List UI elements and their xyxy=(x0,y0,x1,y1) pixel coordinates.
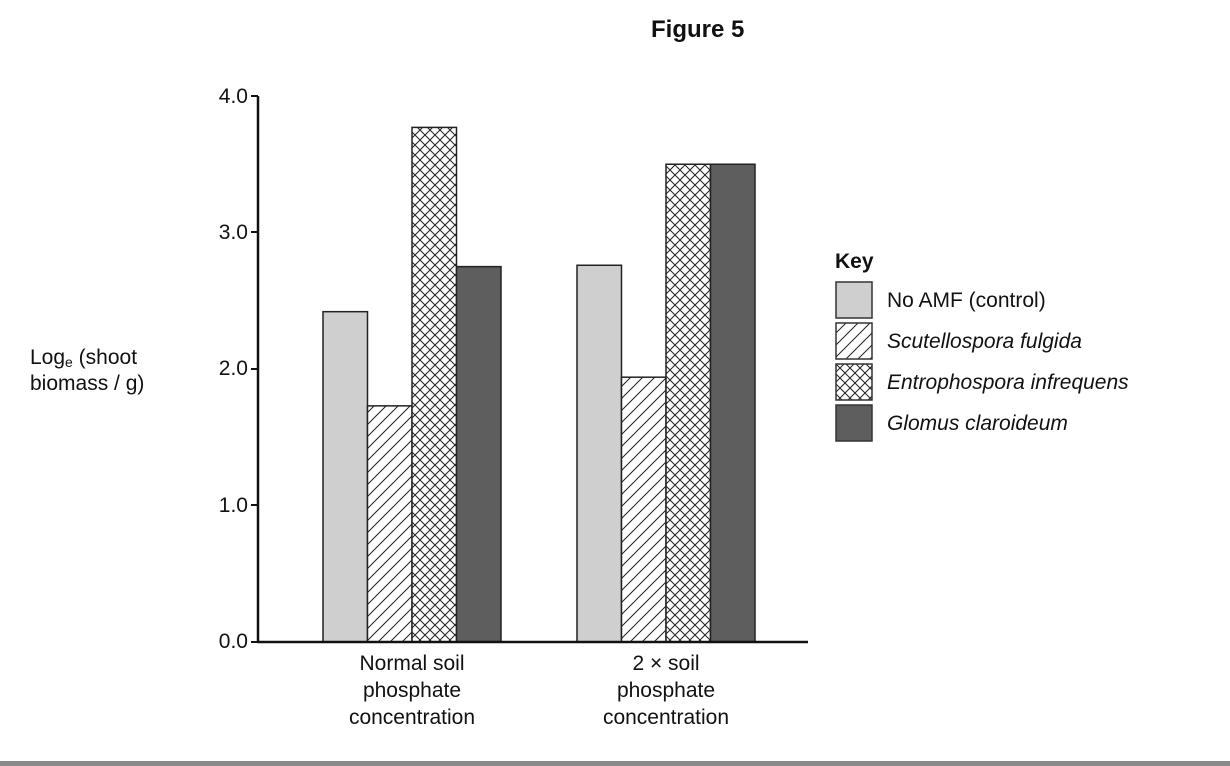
page-divider xyxy=(0,761,1230,766)
y-tick-2: 2.0 xyxy=(218,357,248,380)
legend-label: No AMF (control) xyxy=(887,288,1046,312)
bar xyxy=(366,405,413,643)
x-label-line: phosphate xyxy=(362,679,462,702)
bar xyxy=(411,126,458,643)
bar xyxy=(709,163,756,643)
bar xyxy=(665,163,712,643)
x-label-line: concentration xyxy=(602,706,730,729)
legend-item-scutellospora: Scutellospora fulgida xyxy=(835,321,1129,360)
y-tick-4: 4.0 xyxy=(218,85,248,108)
legend-item-glomus: Glomus claroideum xyxy=(835,403,1129,442)
x-label-line: concentration xyxy=(348,706,476,729)
y-axis-label-rest: (shoot xyxy=(72,346,138,369)
x-label-line: phosphate xyxy=(616,679,716,702)
figure-title: Figure 5 xyxy=(651,16,745,43)
x-category-label-normal: Normal soil phosphate concentration xyxy=(312,650,512,731)
y-axis-label-subscript: e xyxy=(65,354,73,370)
y-tick-0: 0.0 xyxy=(218,630,248,653)
y-axis-label-main: Log xyxy=(30,346,66,369)
y-axis-label: Loge (shoot biomass / g) xyxy=(30,347,144,395)
bar xyxy=(322,310,369,643)
swatch-solid-dark-icon xyxy=(835,403,873,442)
x-label-line: 2 × soil xyxy=(632,652,700,675)
bar xyxy=(455,265,502,643)
legend-item-entrophospora: Entrophospora infrequens xyxy=(835,362,1129,401)
y-axis-label-line2: biomass / g) xyxy=(30,372,145,395)
legend-label: Glomus claroideum xyxy=(887,411,1068,435)
bars-group xyxy=(322,126,756,643)
legend-label: Entrophospora infrequens xyxy=(887,370,1129,394)
x-label-line: Normal soil xyxy=(359,652,465,675)
y-tick-1: 1.0 xyxy=(218,494,248,517)
legend-label: Scutellospora fulgida xyxy=(887,329,1082,353)
x-category-label-double: 2 × soil phosphate concentration xyxy=(566,650,766,731)
legend-item-control: No AMF (control) xyxy=(835,280,1129,319)
legend-title: Key xyxy=(835,250,874,273)
bar xyxy=(620,376,667,643)
swatch-diagonal-hatch-icon xyxy=(835,321,873,360)
y-tick-3: 3.0 xyxy=(218,221,248,244)
swatch-solid-light-icon xyxy=(835,280,873,319)
swatch-cross-hatch-icon xyxy=(835,362,873,401)
bar xyxy=(576,264,623,643)
legend: Key No AMF (control) Scutellospora fulgi… xyxy=(835,250,1129,448)
